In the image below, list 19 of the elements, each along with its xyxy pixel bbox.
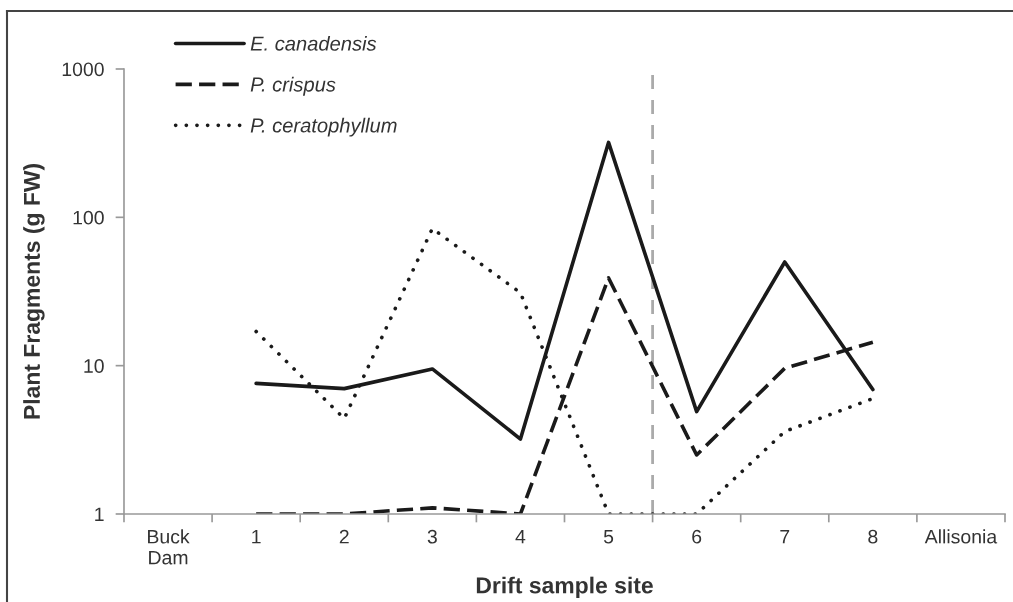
y-tick-label: 1000 — [62, 62, 104, 77]
x-tick-label: 3 — [427, 529, 437, 544]
legend-label: P. ceratophyllum — [250, 117, 397, 137]
y-tick-label: 100 — [73, 210, 104, 225]
x-tick-label: 8 — [868, 529, 878, 544]
legend-label: P. crispus — [250, 76, 336, 96]
x-tick-label: 6 — [692, 529, 702, 544]
y-tick-label: 10 — [84, 359, 104, 373]
x-tick-label: 1 — [252, 529, 261, 544]
y-axis-title: Plant Fragments (g FW) — [23, 164, 45, 419]
x-tick-label: Allisonia — [924, 529, 998, 544]
y-tick-label: 1 — [95, 507, 104, 522]
legend-label: E. canadensis — [250, 35, 377, 51]
x-tick-label: 4 — [515, 529, 526, 544]
x-axis-title: Drift sample site — [476, 576, 653, 599]
x-tick-label: 5 — [603, 529, 614, 544]
x-tick-label: Buck Dam — [148, 529, 190, 565]
x-tick-label: 7 — [780, 529, 790, 544]
x-tick-label: 2 — [339, 529, 349, 544]
